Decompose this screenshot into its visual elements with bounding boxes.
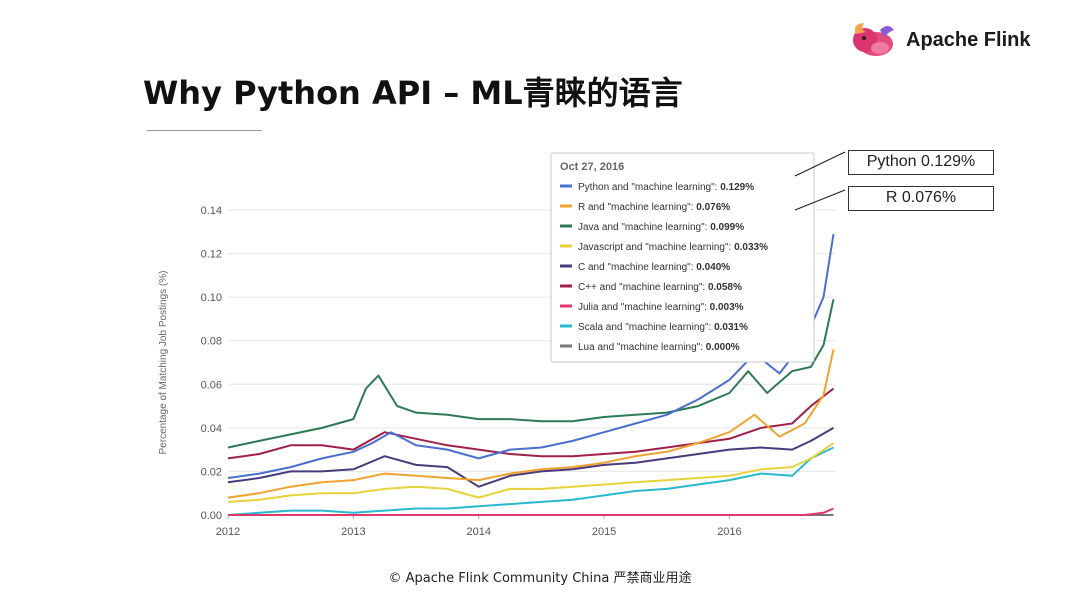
tooltip-series-value: 0.076% (696, 202, 730, 213)
squirrel-icon (853, 23, 894, 56)
series-line (227, 299, 835, 449)
x-tick-label: 2015 (592, 526, 616, 538)
tooltip-series-value: 0.031% (714, 322, 748, 333)
tooltip-date: Oct 27, 2016 (560, 161, 624, 173)
series-line (227, 349, 835, 499)
tooltip-series-label: C and "machine learning": (578, 262, 696, 273)
tooltip-series-label: R and "machine learning": (578, 202, 696, 213)
tooltip-series-label: C++ and "machine learning": (578, 282, 708, 293)
tooltip-series-label: Javascript and "machine learning": (578, 242, 734, 253)
tooltip-series-label: Scala and "machine learning": (578, 322, 714, 333)
y-tick-label: 0.00 (201, 510, 222, 522)
series-line (227, 442, 835, 503)
tooltip-row: R and "machine learning": 0.076% (578, 202, 730, 213)
tooltip-series-label: Python and "machine learning": (578, 182, 720, 193)
tooltip-series-value: 0.000% (706, 342, 740, 353)
logo-text: Apache Flink (906, 28, 1031, 51)
tooltip-row: Python and "machine learning": 0.129% (578, 182, 754, 193)
tooltip-series-value: 0.058% (708, 282, 742, 293)
tooltip-row: Lua and "machine learning": 0.000% (578, 342, 740, 353)
callout-pointer-r (794, 189, 846, 211)
x-tick-label: 2014 (466, 526, 490, 538)
tooltip-row: C and "machine learning": 0.040% (578, 262, 730, 273)
tooltip-series-label: Lua and "machine learning": (578, 342, 706, 353)
tooltip-series-value: 0.040% (696, 262, 730, 273)
tooltip-series-value: 0.033% (734, 242, 768, 253)
footer-copyright: © Apache Flink Community China 严禁商业用途 (388, 571, 692, 586)
y-axis-label: Percentage of Matching Job Postings (%) (158, 271, 169, 455)
callout-python: Python 0.129% (848, 150, 994, 175)
slide-title: Why Python API – ML青睐的语言 (143, 74, 683, 112)
tooltip-series-value: 0.099% (710, 222, 744, 233)
y-tick-label: 0.04 (201, 423, 222, 435)
y-tick-label: 0.06 (201, 379, 222, 391)
tooltip-row: Java and "machine learning": 0.099% (578, 222, 744, 233)
tooltip-series-value: 0.129% (720, 182, 754, 193)
y-tick-label: 0.12 (201, 249, 222, 261)
series-line (227, 387, 835, 460)
tooltip-row: C++ and "machine learning": 0.058% (578, 282, 742, 293)
series-line (227, 427, 834, 488)
tooltip-series-label: Java and "machine learning": (578, 222, 710, 233)
title-divider (147, 130, 262, 131)
callout-pointer-python (794, 151, 846, 177)
series-line (227, 446, 834, 516)
y-tick-label: 0.14 (201, 205, 222, 217)
y-tick-label: 0.02 (201, 466, 222, 478)
series-line (228, 507, 834, 516)
tooltip-row: Scala and "machine learning": 0.031% (578, 322, 748, 333)
x-tick-label: 2012 (216, 526, 240, 538)
y-tick-label: 0.10 (201, 292, 222, 304)
y-tick-label: 0.08 (201, 336, 222, 348)
x-tick-label: 2016 (717, 526, 741, 538)
tooltip-series-label: Julia and "machine learning": (578, 302, 710, 313)
tooltip-series-value: 0.003% (710, 302, 744, 313)
brand-logo: Apache Flink (850, 20, 1030, 60)
tooltip-row: Julia and "machine learning": 0.003% (578, 302, 744, 313)
tooltip-box (550, 152, 815, 363)
x-tick-label: 2013 (341, 526, 365, 538)
tooltip-row: Javascript and "machine learning": 0.033… (578, 242, 768, 253)
callout-r: R 0.076% (848, 186, 994, 211)
